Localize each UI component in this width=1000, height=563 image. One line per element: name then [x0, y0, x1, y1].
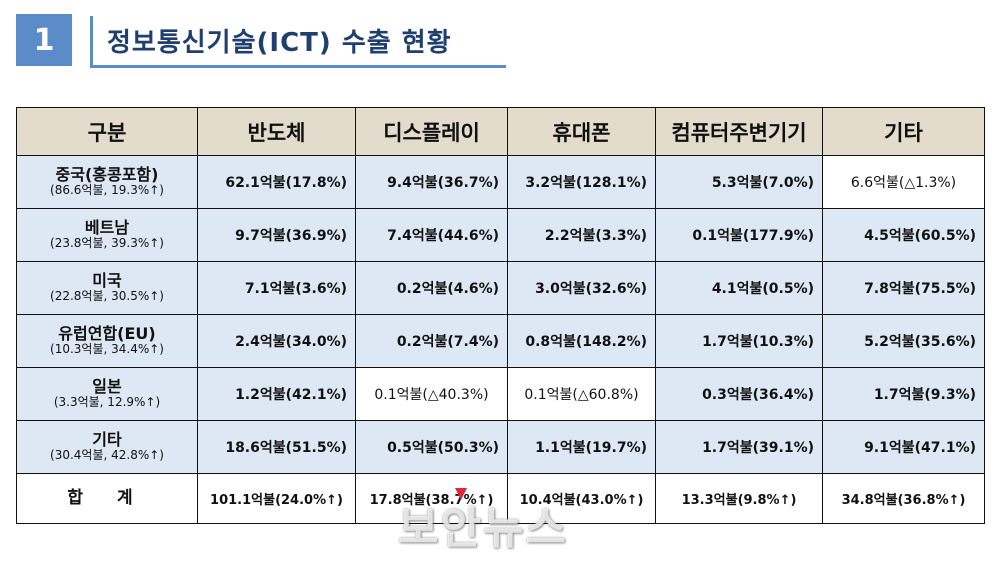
value-cell: 4.5억불(60.5%) [822, 208, 985, 262]
value-cell: 3.2억불(128.1%) [507, 155, 656, 209]
total-cell: 34.8억불(36.8%↑) [822, 473, 985, 524]
region-summary: (30.4억불, 42.8%↑) [50, 448, 164, 463]
region-summary: (23.8억불, 39.3%↑) [50, 236, 164, 251]
region-name: 중국(홍콩포함) [55, 164, 159, 184]
region-cell: 유럽연합(EU) (10.3억불, 34.4%↑) [16, 314, 198, 368]
value-cell: 2.4억불(34.0%) [197, 314, 356, 368]
total-cell: 13.3억불(9.8%↑) [655, 473, 823, 524]
region-cell: 미국 (22.8억불, 30.5%↑) [16, 261, 198, 315]
region-name: 일본 [92, 376, 122, 396]
region-summary: (10.3억불, 34.4%↑) [50, 342, 164, 357]
table-row: 베트남 (23.8억불, 39.3%↑) 9.7억불(36.9%) 7.4억불(… [16, 208, 985, 262]
value-cell: 1.7억불(9.3%) [822, 367, 985, 421]
value-cell: 7.8억불(75.5%) [822, 261, 985, 315]
region-cell: 일본 (3.3억불, 12.9%↑) [16, 367, 198, 421]
value-cell: 1.7억불(39.1%) [655, 420, 823, 474]
total-label-cell: 합 계 [16, 473, 198, 524]
table-row: 유럽연합(EU) (10.3억불, 34.4%↑) 2.4억불(34.0%) 0… [16, 314, 985, 368]
region-summary: (22.8억불, 30.5%↑) [50, 289, 164, 304]
value-cell: 7.1억불(3.6%) [197, 261, 356, 315]
value-cell: 0.3억불(36.4%) [655, 367, 823, 421]
region-name: 미국 [92, 270, 122, 290]
column-header: 디스플레이 [355, 107, 508, 156]
table-header-row: 구분 반도체 디스플레이 휴대폰 컴퓨터주변기기 기타 [16, 107, 985, 156]
total-cell: 101.1억불(24.0%↑) [197, 473, 356, 524]
region-summary: (3.3억불, 12.9%↑) [53, 395, 161, 410]
table-row: 일본 (3.3억불, 12.9%↑) 1.2억불(42.1%) 0.1억불(△4… [16, 367, 985, 421]
value-cell: 5.2억불(35.6%) [822, 314, 985, 368]
total-label: 합 계 [67, 487, 147, 508]
column-header: 기타 [822, 107, 985, 156]
value-cell: 62.1억불(17.8%) [197, 155, 356, 209]
value-cell: 3.0억불(32.6%) [507, 261, 656, 315]
value-cell: 0.5억불(50.3%) [355, 420, 508, 474]
total-row: 합 계 101.1억불(24.0%↑) 17.8억불(38.7%↑) 10.4억… [16, 473, 985, 524]
table-row: 중국(홍콩포함) (86.6억불, 19.3%↑) 62.1억불(17.8%) … [16, 155, 985, 209]
section-title: 정보통신기술(ICT) 수출 현황 [90, 16, 506, 68]
watermark-logo: 보안뉴스 [398, 503, 568, 554]
column-header: 컴퓨터주변기기 [655, 107, 823, 156]
value-cell: 0.1억불(△60.8%) [507, 367, 656, 421]
region-name: 베트남 [84, 217, 130, 237]
value-cell: 2.2억불(3.3%) [507, 208, 656, 262]
region-cell: 기타 (30.4억불, 42.8%↑) [16, 420, 198, 474]
region-cell: 베트남 (23.8억불, 39.3%↑) [16, 208, 198, 262]
column-header: 반도체 [197, 107, 356, 156]
table-row: 기타 (30.4억불, 42.8%↑) 18.6억불(51.5%) 0.5억불(… [16, 420, 985, 474]
value-cell: 1.1억불(19.7%) [507, 420, 656, 474]
region-summary: (86.6억불, 19.3%↑) [50, 183, 164, 198]
value-cell: 7.4억불(44.6%) [355, 208, 508, 262]
value-cell: 9.1억불(47.1%) [822, 420, 985, 474]
column-header: 휴대폰 [507, 107, 656, 156]
value-cell: 0.2억불(7.4%) [355, 314, 508, 368]
value-cell: 1.7억불(10.3%) [655, 314, 823, 368]
red-marker-icon [455, 488, 467, 500]
value-cell: 4.1억불(0.5%) [655, 261, 823, 315]
region-name: 유럽연합(EU) [58, 323, 156, 343]
value-cell: 9.7억불(36.9%) [197, 208, 356, 262]
section-number-badge: 1 [16, 14, 72, 66]
value-cell: 5.3억불(7.0%) [655, 155, 823, 209]
value-cell: 0.1억불(177.9%) [655, 208, 823, 262]
ict-export-table: 구분 반도체 디스플레이 휴대폰 컴퓨터주변기기 기타 중국(홍콩포함) (86… [16, 107, 985, 524]
column-header: 구분 [16, 107, 198, 156]
value-cell: 1.2억불(42.1%) [197, 367, 356, 421]
value-cell: 0.2억불(4.6%) [355, 261, 508, 315]
region-name: 기타 [92, 429, 122, 449]
table-row: 미국 (22.8억불, 30.5%↑) 7.1억불(3.6%) 0.2억불(4.… [16, 261, 985, 315]
value-cell: 18.6억불(51.5%) [197, 420, 356, 474]
value-cell: 6.6억불(△1.3%) [822, 155, 985, 209]
value-cell: 9.4억불(36.7%) [355, 155, 508, 209]
region-cell: 중국(홍콩포함) (86.6억불, 19.3%↑) [16, 155, 198, 209]
value-cell: 0.8억불(148.2%) [507, 314, 656, 368]
value-cell: 0.1억불(△40.3%) [355, 367, 508, 421]
total-cell: 10.4억불(43.0%↑) [507, 473, 656, 524]
